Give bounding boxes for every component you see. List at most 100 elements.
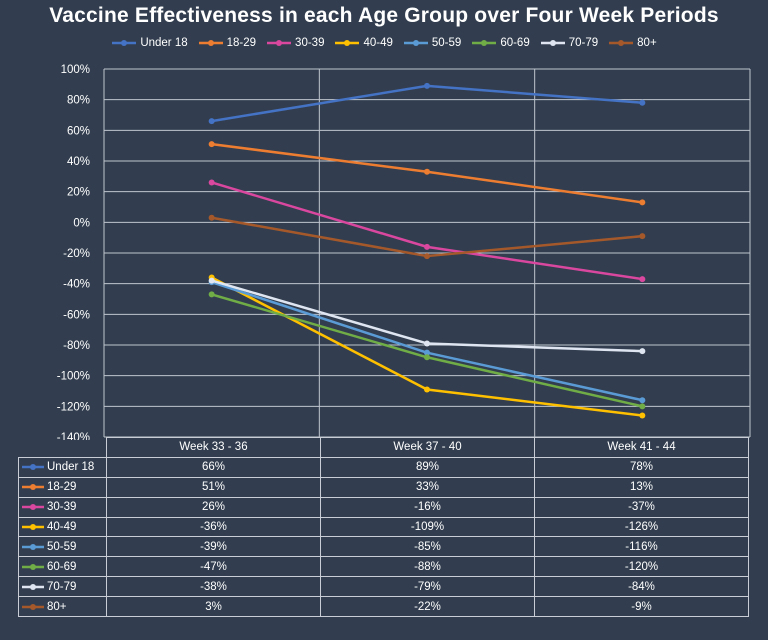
legend-swatch-80 (609, 40, 634, 46)
data-label: -36% (106, 516, 321, 538)
data-label: 13% (534, 476, 749, 498)
y-tick-label: -60% (63, 309, 90, 321)
data-point-under-18 (208, 118, 215, 125)
data-point-70-79 (208, 277, 215, 284)
table-corner (18, 437, 107, 458)
data-point-50-59 (424, 349, 430, 356)
legend-swatch-60-69 (472, 40, 497, 46)
legend-item-80: 80+ (608, 37, 657, 49)
legend-swatch-50-59 (403, 40, 428, 46)
row-swatch-18-29 (22, 484, 44, 491)
legend-label: 60-69 (500, 37, 530, 49)
series-line-80 (211, 216, 643, 258)
legend-item-50-59: 50-59 (403, 37, 461, 49)
legend-item-60-69: 60-69 (471, 37, 530, 49)
data-label: -16% (320, 496, 535, 518)
data-table: Week 33 - 36 Week 37 - 40 Week 41 - 44 Und… (18, 437, 749, 618)
row-label: 70-79 (18, 576, 107, 598)
data-label: -84% (534, 576, 749, 598)
row-label: 50-59 (18, 536, 107, 558)
category-label: Week 41 - 44 (534, 437, 749, 458)
y-tick-label: 80% (67, 95, 90, 107)
y-tick-label: -40% (63, 279, 90, 291)
category-label: Week 33 - 36 (106, 437, 321, 458)
data-point-under-18 (639, 99, 646, 106)
row-label: 40-49 (18, 516, 107, 538)
legend-swatch-under-18 (112, 40, 137, 46)
y-tick-label: 40% (67, 156, 90, 168)
legend-label: 40-49 (363, 37, 393, 49)
chart-plot-area: 100% 80% 60% 40% 20% 0% -20% -40% -60% -80% -100% -… (57, 64, 751, 440)
legend-label: Under 18 (140, 37, 188, 49)
row-swatch-50-59 (22, 543, 44, 550)
data-label: -79% (320, 576, 535, 598)
legend-item-30-39: 30-39 (266, 37, 324, 49)
y-tick-label: 20% (67, 187, 90, 199)
data-point-80 (208, 214, 215, 221)
data-label: 3% (106, 596, 321, 618)
legend-swatch-18-29 (198, 40, 223, 46)
data-label: -38% (106, 576, 321, 598)
data-label: 26% (106, 496, 321, 518)
data-label: -120% (534, 556, 749, 578)
y-tick-label: -140% (57, 432, 90, 440)
data-point-80 (424, 253, 430, 260)
row-label: 60-69 (18, 556, 107, 578)
legend-item-40-49: 40-49 (334, 37, 393, 49)
row-label: 80+ (18, 596, 107, 618)
y-tick-label: 0% (73, 217, 90, 229)
data-label: 78% (534, 456, 749, 478)
legend-item-70-79: 70-79 (540, 37, 598, 49)
series-line-30-39 (211, 181, 643, 281)
chart-title: Vaccine Effectiveness in each Age Group … (49, 4, 719, 27)
legend: Under 18 18-29 30-39 40-49 50-59 60-69 70-79 80… (0, 37, 768, 49)
data-label: 89% (320, 456, 535, 478)
legend-item-under-18: Under 18 (111, 37, 188, 49)
table-row: Under 18 66% 89% 78% (18, 456, 749, 478)
data-point-18-29 (208, 141, 215, 148)
table-row: 40-49 -36% -109% -126% (18, 516, 749, 538)
data-label: 33% (320, 476, 535, 498)
y-tick-label: -100% (57, 371, 90, 383)
data-label: -116% (534, 536, 749, 558)
row-swatch-40-49 (22, 523, 44, 530)
table-row: 70-79 -38% -79% -84% (18, 576, 749, 598)
row-swatch-under-18 (22, 464, 44, 471)
y-tick-label: 60% (67, 125, 90, 137)
legend-label: 50-59 (431, 37, 462, 49)
legend-label: 70-79 (568, 37, 599, 49)
data-point-60-69 (424, 354, 430, 361)
legend-item-18-29: 18-29 (198, 37, 256, 49)
legend-label: 30-39 (295, 37, 325, 49)
category-label: Week 37 - 40 (320, 437, 535, 458)
data-point-under-18 (424, 82, 430, 89)
data-label: -37% (534, 496, 749, 518)
table-header-row: Week 33 - 36 Week 37 - 40 Week 41 - 44 (18, 437, 749, 458)
data-label: -9% (534, 596, 749, 618)
data-label: -109% (320, 516, 535, 538)
data-label: 66% (106, 456, 321, 478)
data-point-40-49 (639, 412, 646, 419)
data-label: 51% (106, 476, 321, 498)
data-label: -88% (320, 556, 535, 578)
table-row: 18-29 51% 33% 13% (18, 476, 749, 498)
data-point-30-39 (639, 276, 646, 283)
y-tick-label: -80% (63, 340, 90, 352)
y-tick-label: -120% (57, 401, 90, 413)
legend-label: 80+ (637, 37, 657, 49)
y-tick-label: 100% (61, 64, 90, 76)
data-label: -39% (106, 536, 321, 558)
data-point-60-69 (208, 291, 215, 298)
row-swatch-80 (22, 603, 44, 610)
data-point-70-79 (424, 340, 430, 347)
row-label: 18-29 (18, 476, 107, 498)
data-label: -126% (534, 516, 749, 538)
table-row: 80+ 3% -22% -9% (18, 596, 749, 618)
series-line-under-18 (211, 84, 643, 123)
row-swatch-70-79 (22, 583, 44, 590)
table-row: 30-39 26% -16% -37% (18, 496, 749, 518)
data-point-50-59 (639, 397, 646, 404)
row-swatch-60-69 (22, 563, 44, 570)
row-swatch-30-39 (22, 504, 44, 511)
legend-swatch-30-39 (267, 40, 292, 46)
